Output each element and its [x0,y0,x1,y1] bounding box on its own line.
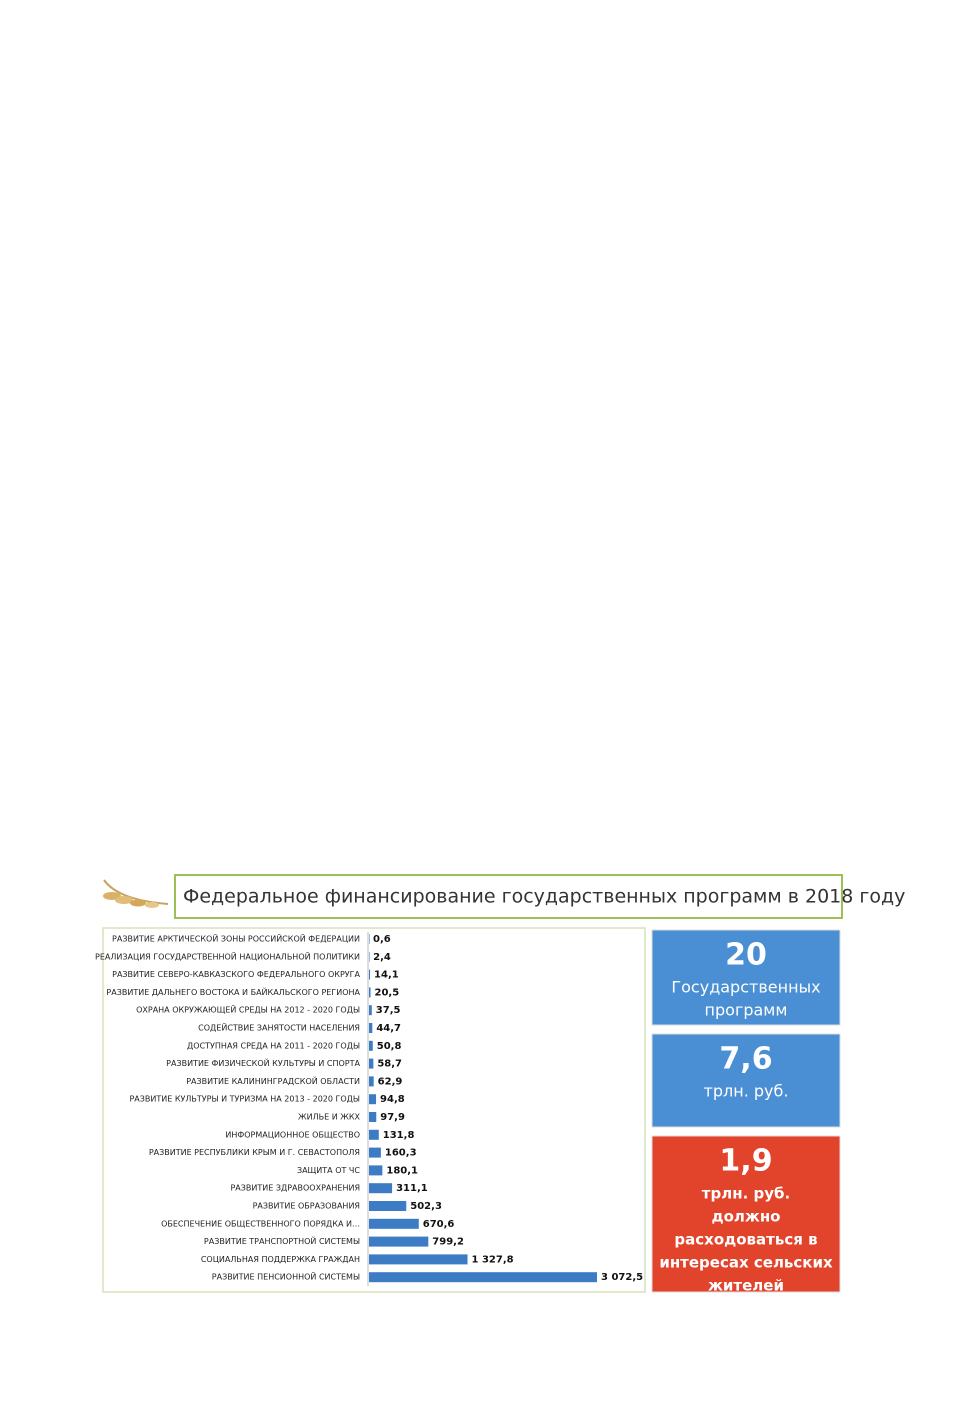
bar [369,1040,373,1051]
value-label: 14,1 [374,970,399,981]
info-box [651,1033,841,1128]
bar [369,1272,597,1283]
category-label: ОБЕСПЕЧЕНИЕ ОБЩЕСТВЕННОГО ПОРЯДКА И… [161,1219,360,1228]
info-text: жителей [708,1277,784,1295]
bar [369,969,371,980]
value-label: 799,2 [432,1237,464,1248]
value-label: 37,5 [376,1005,401,1016]
value-label: 94,8 [380,1094,405,1105]
category-label: ДОСТУПНАЯ СРЕДА НА 2011 - 2020 ГОДЫ [187,1041,360,1050]
value-label: 502,3 [410,1201,442,1212]
bar [369,1005,372,1016]
value-label: 1 327,8 [472,1254,514,1265]
bar [369,951,370,962]
category-label: РАЗВИТИЕ ПЕНСИОННОЙ СИСТЕМЫ [212,1271,360,1282]
title: Федеральное финансирование государственн… [183,886,905,908]
bar [369,1183,393,1194]
bar [369,1094,377,1105]
bar [369,987,371,998]
info-text: трлн. руб. [704,1082,789,1101]
bar [369,1023,373,1033]
value-label: 3 072,5 [601,1272,643,1283]
category-label: СОЦИАЛЬНАЯ ПОДДЕРЖКА ГРАЖДАН [201,1255,360,1264]
category-label: РАЗВИТИЕ ФИЗИЧЕСКОЙ КУЛЬТУРЫ И СПОРТА [166,1057,360,1068]
category-label: РАЗВИТИЕ ЗДРАВООХРАНЕНИЯ [230,1184,360,1193]
plot: РАЗВИТИЕ АРКТИЧЕСКОЙ ЗОНЫ РОССИЙСКОЙ ФЕД… [95,933,643,1284]
info-big-number: 20 [725,938,767,973]
category-label: РАЗВИТИЕ АРКТИЧЕСКОЙ ЗОНЫ РОССИЙСКОЙ ФЕД… [112,933,360,944]
category-label: РАЗВИТИЕ ОБРАЗОВАНИЯ [253,1202,360,1211]
category-label: ИНФОРМАЦИОННОЕ ОБЩЕСТВО [225,1130,360,1139]
category-label: РАЗВИТИЕ КУЛЬТУРЫ И ТУРИЗМА НА 2013 - 20… [129,1095,360,1104]
category-label: РАЗВИТИЕ СЕВЕРО-КАВКАЗСКОГО ФЕДЕРАЛЬНОГО… [112,970,360,979]
info-text: должно [711,1208,780,1226]
info-boxes: 20 Государственных программ 7,6 трлн. руб. 1,… [651,929,841,1295]
value-label: 97,9 [380,1112,405,1123]
value-label: 50,8 [377,1041,402,1052]
value-label: 58,7 [377,1059,402,1070]
value-label: 44,7 [376,1023,401,1034]
bar [369,934,370,944]
info-big-number: 1,9 [719,1144,772,1179]
info-text: расходоваться в [674,1231,817,1249]
category-label: ОХРАНА ОКРУЖАЮЩЕЙ СРЕДЫ НА 2012 - 2020 Г… [136,1004,360,1015]
category-label: РАЗВИТИЕ ДАЛЬНЕГО ВОСТОКА И БАЙКАЛЬСКОГО… [106,986,360,997]
category-label: РАЗВИТИЕ РЕСПУБЛИКИ КРЫМ И Г. СЕВАСТОПОЛ… [149,1148,360,1157]
category-label: РАЗВИТИЕ КАЛИНИНГРАДСКОЙ ОБЛАСТИ [186,1075,360,1086]
bar [369,1201,407,1211]
value-label: 670,6 [423,1219,455,1230]
value-label: 180,1 [386,1165,418,1176]
info-text: программ [705,1001,788,1020]
info-box [651,1135,841,1293]
bar [369,1147,381,1158]
bar [369,1254,468,1265]
bar [369,1058,374,1069]
info-box [651,929,841,1026]
chart-frame [102,927,646,1293]
value-label: 311,1 [396,1183,428,1194]
info-text: Государственных [671,978,820,997]
category-label: ЖИЛЬЕ И ЖКХ [298,1113,361,1122]
wheat-icon [103,879,169,908]
bar [369,1165,383,1176]
category-label: РАЗВИТИЕ ТРАНСПОРТНОЙ СИСТЕМЫ [204,1235,360,1246]
category-label: РЕАЛИЗАЦИЯ ГОСУДАРСТВЕННОЙ НАЦИОНАЛЬНОЙ … [95,950,360,961]
bar [369,1076,374,1087]
info-big-number: 7,6 [719,1042,772,1077]
value-label: 2,4 [373,952,391,963]
bar [369,1218,419,1229]
value-label: 62,9 [378,1076,403,1087]
category-label: СОДЕЙСТВИЕ ЗАНЯТОСТИ НАСЕЛЕНИЯ [198,1022,360,1033]
bar [369,1236,429,1247]
info-text: интересах сельских [659,1254,833,1272]
category-label: ЗАЩИТА ОТ ЧС [297,1166,360,1175]
info-text: трлн. руб. [702,1185,790,1203]
value-label: 0,6 [373,934,391,945]
bar [369,1112,377,1122]
bar [369,1129,379,1140]
value-label: 131,8 [383,1130,415,1141]
value-label: 160,3 [385,1148,417,1159]
title-box [174,874,843,919]
value-label: 20,5 [375,987,400,998]
